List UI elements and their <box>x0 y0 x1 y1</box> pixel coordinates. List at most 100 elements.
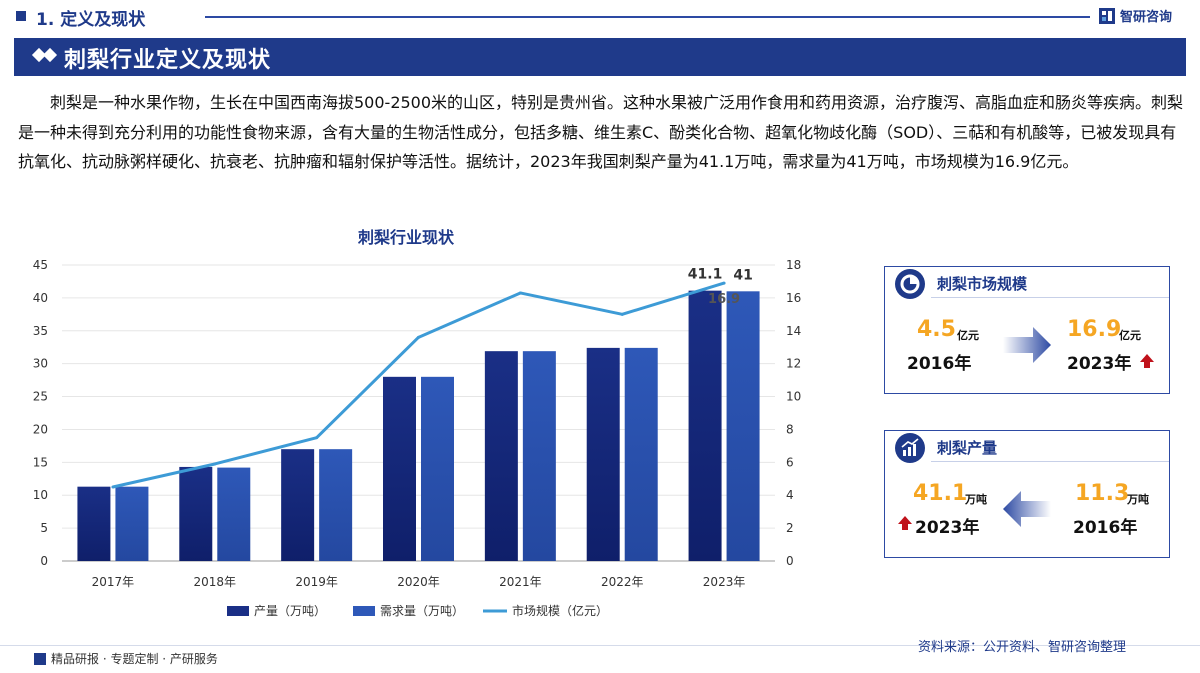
card-rule <box>931 461 1169 462</box>
right-tick-label: 2 <box>786 521 794 535</box>
line-point <box>518 291 522 295</box>
x-tick-label: 2020年 <box>397 575 440 589</box>
x-tick-label: 2021年 <box>499 575 542 589</box>
left-tick-label: 15 <box>33 455 48 469</box>
title-banner: 刺梨行业定义及现状 <box>14 38 1186 76</box>
output-card: 刺梨产量 41.1 万吨 2023年 11.3 万吨 2016年 <box>884 430 1170 558</box>
card-rule <box>931 297 1169 298</box>
trend-chart-icon <box>895 433 925 463</box>
card-header: 刺梨产量 <box>885 431 1169 463</box>
arrow-right-icon <box>1003 327 1051 363</box>
right-tick-label: 10 <box>786 390 801 404</box>
arrow-left-icon <box>1003 491 1051 527</box>
x-tick-label: 2018年 <box>194 575 237 589</box>
card-title: 刺梨市场规模 <box>937 275 1028 293</box>
right-tick-label: 12 <box>786 357 801 371</box>
market-2016-unit: 亿元 <box>957 329 979 342</box>
brand-logo-icon <box>1099 7 1115 24</box>
bar-demand <box>522 351 556 561</box>
right-tick-label: 16 <box>786 291 801 305</box>
output-2023-unit: 万吨 <box>965 493 987 506</box>
section-marker-icon <box>16 11 26 21</box>
data-label-demand: 41 <box>733 267 752 283</box>
legend-label: 需求量（万吨） <box>380 604 464 618</box>
up-arrow-icon <box>898 516 912 530</box>
left-tick-label: 5 <box>40 521 48 535</box>
bar-demand <box>421 376 454 561</box>
card-title: 刺梨产量 <box>937 439 998 457</box>
card-header: 刺梨市场规模 <box>885 267 1169 299</box>
line-point <box>111 485 115 489</box>
left-tick-label: 0 <box>40 554 48 568</box>
up-arrow-icon <box>1140 354 1154 368</box>
bar-output <box>688 290 722 561</box>
legend-label: 产量（万吨） <box>254 604 326 618</box>
pie-chart-icon <box>895 269 925 299</box>
top-bar: 1. 定义及现状 <box>0 0 1200 34</box>
x-tick-label: 2023年 <box>703 575 746 589</box>
left-tick-label: 45 <box>33 258 48 272</box>
left-tick-label: 10 <box>33 488 48 502</box>
x-tick-label: 2022年 <box>601 575 644 589</box>
market-2023-value: 16.9 <box>1067 317 1122 342</box>
data-label-output: 41.1 <box>688 267 723 283</box>
line-point <box>620 312 624 316</box>
bar-demand <box>624 347 658 561</box>
left-tick-label: 35 <box>33 324 48 338</box>
output-2016-unit: 万吨 <box>1127 493 1149 506</box>
bar-output <box>484 351 518 561</box>
data-label-market: 16.9 <box>708 292 740 307</box>
bar-demand <box>217 467 251 561</box>
bar-output <box>281 449 315 561</box>
left-tick-label: 40 <box>33 291 48 305</box>
section-title: 1. 定义及现状 <box>36 10 146 30</box>
bar-output <box>383 376 416 561</box>
output-2016-year: 2016年 <box>1073 518 1138 538</box>
combo-chart: 0 5 10 15 20 25 30 35 40 45 0 2 4 6 8 10 12 14 16 18 2017年 20… <box>33 258 802 618</box>
line-point <box>213 462 217 466</box>
section-divider <box>205 16 1090 18</box>
data-source: 资料来源：公开资料、智研咨询整理 <box>918 640 1127 655</box>
line-point <box>722 281 726 285</box>
output-2016-value: 11.3 <box>1075 481 1130 506</box>
legend-swatch <box>227 606 249 616</box>
market-size-card: 刺梨市场规模 4.5 亿元 2016年 16.9 亿元 2023年 <box>884 266 1170 394</box>
footer-divider <box>0 645 1200 646</box>
bar-output <box>586 347 620 561</box>
legend-swatch <box>353 606 375 616</box>
bar-output <box>179 466 213 561</box>
right-tick-label: 14 <box>786 324 801 338</box>
right-tick-label: 6 <box>786 455 794 469</box>
left-tick-label: 30 <box>33 357 48 371</box>
line-point <box>417 335 420 339</box>
bar-demand <box>726 291 760 561</box>
brand-mini-icon <box>34 652 46 665</box>
left-tick-label: 25 <box>33 390 48 404</box>
bar-demand <box>115 486 149 561</box>
output-2023-value: 41.1 <box>913 481 968 506</box>
brand-name: 智研咨询 <box>1120 10 1173 25</box>
right-tick-label: 8 <box>786 422 794 436</box>
intro-paragraph: 刺梨是一种水果作物，生长在中国西南海拔500-2500米的山区，特别是贵州省。这… <box>18 93 1184 171</box>
right-tick-label: 18 <box>786 258 801 272</box>
legend-label: 市场规模（亿元） <box>512 603 608 618</box>
x-tick-label: 2019年 <box>295 575 338 589</box>
right-tick-label: 0 <box>786 554 794 568</box>
left-tick-label: 20 <box>33 422 48 436</box>
chart-title: 刺梨行业现状 <box>358 228 455 247</box>
banner-title: 刺梨行业定义及现状 <box>64 48 272 73</box>
output-2023-year: 2023年 <box>915 518 980 538</box>
bar-demand <box>319 449 353 561</box>
footer-tagline-text: 精品研报 · 专题定制 · 产研服务 <box>51 652 218 666</box>
line-point <box>315 436 319 440</box>
diamond-icon <box>42 47 58 63</box>
market-2023-unit: 亿元 <box>1119 329 1141 342</box>
x-tick-label: 2017年 <box>92 575 135 589</box>
market-2016-year: 2016年 <box>907 354 972 374</box>
right-tick-label: 4 <box>786 488 794 502</box>
brand: 智研咨询 <box>1098 6 1172 25</box>
market-2023-year: 2023年 <box>1067 354 1132 374</box>
footer-tagline: 精品研报 · 专题定制 · 产研服务 <box>34 650 218 667</box>
market-2016-value: 4.5 <box>917 317 956 342</box>
bar-output <box>77 486 111 561</box>
